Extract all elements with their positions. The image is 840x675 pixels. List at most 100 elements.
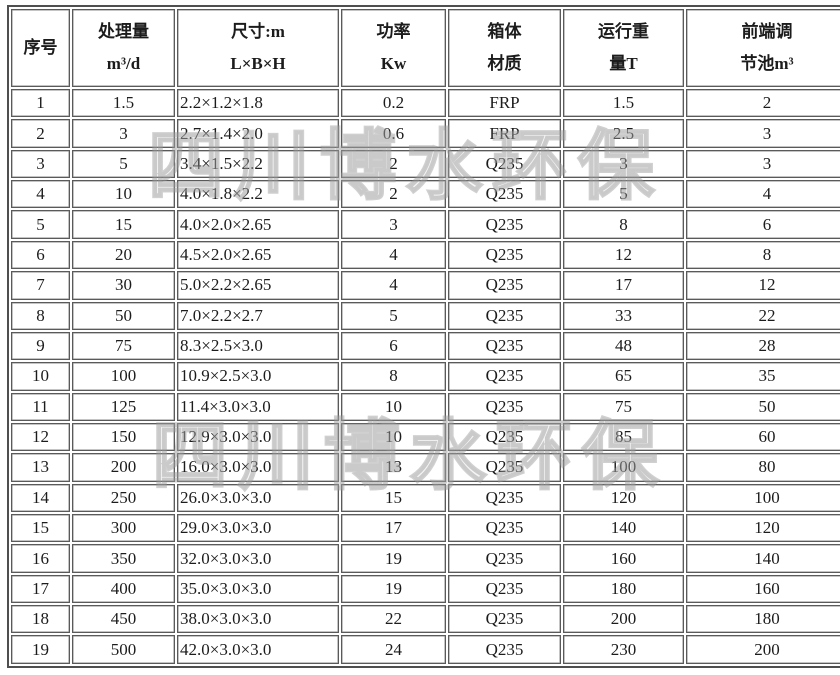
- table-cell: 3: [11, 149, 70, 179]
- table-row: 13 200 16.0×3.0×3.0 13 Q235 100 80: [11, 453, 840, 482]
- table-cell: 11.4×3.0×3.0: [177, 392, 339, 421]
- table-cell: 2: [341, 149, 446, 179]
- table-cell: 180: [686, 605, 840, 634]
- table-cell: 120: [686, 514, 840, 543]
- table-cell: Q235: [448, 635, 561, 664]
- table-cell: 26.0×3.0×3.0: [177, 483, 339, 513]
- table-row: 11 125 11.4×3.0×3.0 10 Q235 75 50: [11, 392, 840, 421]
- table-cell: Q235: [448, 331, 561, 361]
- table-cell: 200: [72, 453, 175, 482]
- table-row: 17 400 35.0×3.0×3.0 19 Q235 180 160: [11, 574, 840, 604]
- table-cell: 3.4×1.5×2.2: [177, 149, 339, 179]
- table-cell: 75: [563, 392, 684, 421]
- table-header-row: 序号 处理量 m³/d 尺寸:m L×B×H 功率 Kw 箱体 材质 运行重 量T 前端调 节池m³: [11, 9, 840, 87]
- table-cell: 24: [341, 635, 446, 664]
- table-cell: 230: [563, 635, 684, 664]
- table-cell: 8: [11, 301, 70, 330]
- table-cell: 4.0×2.0×2.65: [177, 210, 339, 239]
- table-cell: 160: [563, 544, 684, 573]
- table-cell: 15: [11, 514, 70, 543]
- table-cell: 5.0×2.2×2.65: [177, 271, 339, 300]
- table-row: 7 30 5.0×2.2×2.65 4 Q235 17 12: [11, 271, 840, 300]
- table-row: 9 75 8.3×2.5×3.0 6 Q235 48 28: [11, 331, 840, 361]
- table-cell: 180: [563, 574, 684, 604]
- table-cell: 350: [72, 544, 175, 573]
- column-header: 运行重 量T: [563, 9, 684, 87]
- table-cell: 8: [341, 362, 446, 391]
- table-cell: 50: [686, 392, 840, 421]
- table-cell: 1.5: [563, 89, 684, 118]
- table-cell: 300: [72, 514, 175, 543]
- table-cell: Q235: [448, 514, 561, 543]
- table-row: 8 50 7.0×2.2×2.7 5 Q235 33 22: [11, 301, 840, 330]
- table-cell: 0.2: [341, 89, 446, 118]
- table-cell: 4.5×2.0×2.65: [177, 240, 339, 270]
- table-row: 12 150 12.9×3.0×3.0 10 Q235 85 60: [11, 422, 840, 452]
- table-cell: 75: [72, 331, 175, 361]
- table-cell: 2.2×1.2×1.8: [177, 89, 339, 118]
- table-cell: 10: [341, 422, 446, 452]
- table-row: 1 1.5 2.2×1.2×1.8 0.2 FRP 1.5 2: [11, 89, 840, 118]
- column-header-line: 处理量: [98, 22, 149, 41]
- column-header-line: m³/d: [106, 54, 141, 73]
- table-cell: Q235: [448, 149, 561, 179]
- table-cell: Q235: [448, 544, 561, 573]
- column-header: 功率 Kw: [341, 9, 446, 87]
- table-cell: 2: [686, 89, 840, 118]
- table-cell: FRP: [448, 119, 561, 148]
- table-cell: 12: [11, 422, 70, 452]
- column-header-line: 节池m³: [740, 54, 794, 73]
- table-cell: 17: [563, 271, 684, 300]
- table-row: 5 15 4.0×2.0×2.65 3 Q235 8 6: [11, 210, 840, 239]
- table-cell: 5: [11, 210, 70, 239]
- table-cell: 15: [341, 483, 446, 513]
- table-cell: 28: [686, 331, 840, 361]
- table-row: 19 500 42.0×3.0×3.0 24 Q235 230 200: [11, 635, 840, 664]
- table-cell: 42.0×3.0×3.0: [177, 635, 339, 664]
- table-cell: Q235: [448, 453, 561, 482]
- table-cell: 250: [72, 483, 175, 513]
- table-cell: 32.0×3.0×3.0: [177, 544, 339, 573]
- table-cell: 80: [686, 453, 840, 482]
- table-cell: Q235: [448, 271, 561, 300]
- table-cell: 13: [341, 453, 446, 482]
- table-cell: 22: [686, 301, 840, 330]
- table-cell: 12.9×3.0×3.0: [177, 422, 339, 452]
- table-cell: 4: [341, 271, 446, 300]
- table-cell: Q235: [448, 605, 561, 634]
- table-cell: 120: [563, 483, 684, 513]
- table-row: 14 250 26.0×3.0×3.0 15 Q235 120 100: [11, 483, 840, 513]
- table-cell: 6: [341, 331, 446, 361]
- column-header-line: 序号: [23, 38, 58, 57]
- table-cell: 17: [341, 514, 446, 543]
- table-cell: 4.0×1.8×2.2: [177, 180, 339, 209]
- table-cell: 50: [72, 301, 175, 330]
- table-row: 16 350 32.0×3.0×3.0 19 Q235 160 140: [11, 544, 840, 573]
- table-cell: 12: [563, 240, 684, 270]
- table-cell: 200: [563, 605, 684, 634]
- table-cell: 1.5: [72, 89, 175, 118]
- table-cell: 10.9×2.5×3.0: [177, 362, 339, 391]
- table-cell: Q235: [448, 574, 561, 604]
- table-cell: 3: [563, 149, 684, 179]
- table-row: 18 450 38.0×3.0×3.0 22 Q235 200 180: [11, 605, 840, 634]
- table-row: 4 10 4.0×1.8×2.2 2 Q235 5 4: [11, 180, 840, 209]
- table-cell: 11: [11, 392, 70, 421]
- table-cell: FRP: [448, 89, 561, 118]
- table-cell: 19: [11, 635, 70, 664]
- table-cell: 60: [686, 422, 840, 452]
- table-cell: 8: [563, 210, 684, 239]
- table-cell: 29.0×3.0×3.0: [177, 514, 339, 543]
- column-header-line: 量T: [609, 54, 638, 73]
- table-cell: 10: [11, 362, 70, 391]
- column-header-line: 尺寸:m: [231, 22, 285, 41]
- table-cell: Q235: [448, 240, 561, 270]
- table-cell: 35: [686, 362, 840, 391]
- table-cell: 14: [11, 483, 70, 513]
- table-cell: 19: [341, 574, 446, 604]
- table-cell: Q235: [448, 362, 561, 391]
- table-cell: 160: [686, 574, 840, 604]
- table-cell: 7: [11, 271, 70, 300]
- table-cell: 38.0×3.0×3.0: [177, 605, 339, 634]
